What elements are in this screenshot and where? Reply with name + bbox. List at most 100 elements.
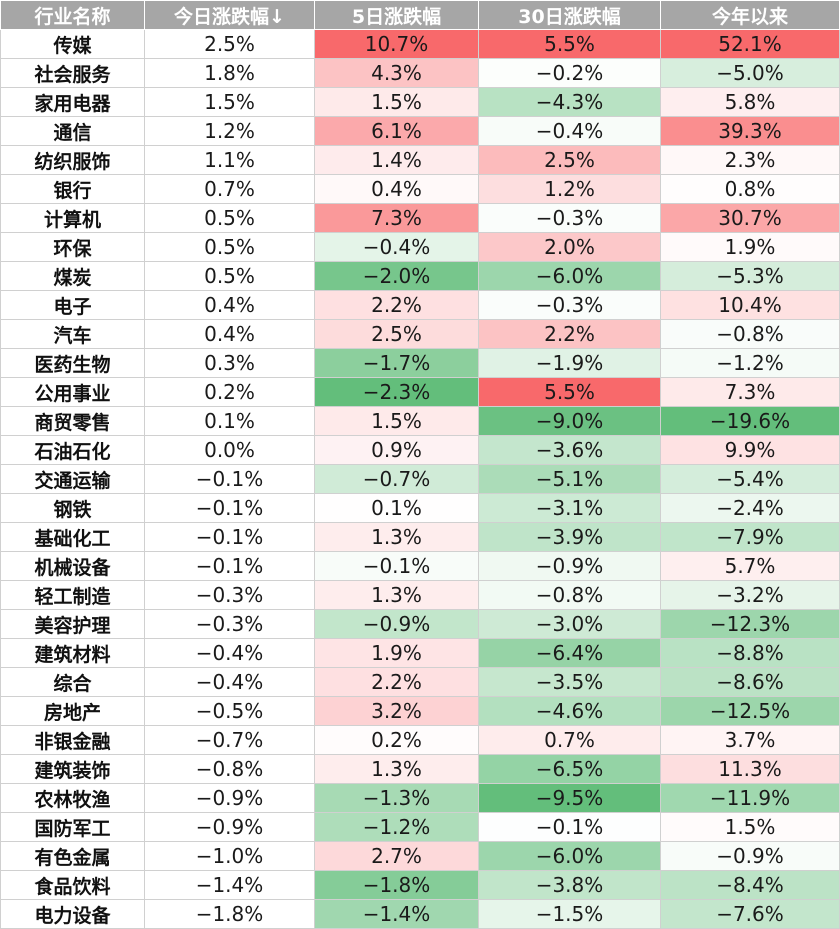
industry-name-cell: 传媒 xyxy=(0,29,145,59)
table-row: 社会服务 1.8% 4.3% −0.2% −5.0% xyxy=(0,58,840,88)
30day-change-cell: −5.1% xyxy=(478,464,661,494)
ytd-change-cell: −11.9% xyxy=(660,783,840,813)
5day-change-cell: 0.1% xyxy=(314,493,479,523)
30day-change-cell: −0.3% xyxy=(478,290,661,320)
table-row: 基础化工 −0.1% 1.3% −3.9% −7.9% xyxy=(0,522,840,552)
table-row: 农林牧渔 −0.9% −1.3% −9.5% −11.9% xyxy=(0,783,840,813)
table-row: 美容护理 −0.3% −0.9% −3.0% −12.3% xyxy=(0,609,840,639)
daily-change-cell: 1.8% xyxy=(144,58,315,88)
daily-change-cell: −0.3% xyxy=(144,609,315,639)
ytd-change-cell: 1.5% xyxy=(660,812,840,842)
table-row: 商贸零售 0.1% 1.5% −9.0% −19.6% xyxy=(0,406,840,436)
table-row: 房地产 −0.5% 3.2% −4.6% −12.5% xyxy=(0,696,840,726)
30day-change-cell: −3.8% xyxy=(478,870,661,900)
header-30day-change[interactable]: 30日涨跌幅 xyxy=(478,0,661,30)
ytd-change-cell: −0.8% xyxy=(660,319,840,349)
30day-change-cell: −3.0% xyxy=(478,609,661,639)
header-5day-change[interactable]: 5日涨跌幅 xyxy=(314,0,479,30)
ytd-change-cell: −7.9% xyxy=(660,522,840,552)
ytd-change-cell: 5.8% xyxy=(660,87,840,117)
30day-change-cell: 1.2% xyxy=(478,174,661,204)
30day-change-cell: −9.5% xyxy=(478,783,661,813)
daily-change-cell: 1.5% xyxy=(144,87,315,117)
5day-change-cell: −0.9% xyxy=(314,609,479,639)
ytd-change-cell: 1.9% xyxy=(660,232,840,262)
5day-change-cell: −0.7% xyxy=(314,464,479,494)
ytd-change-cell: 52.1% xyxy=(660,29,840,59)
table-row: 医药生物 0.3% −1.7% −1.9% −1.2% xyxy=(0,348,840,378)
5day-change-cell: 1.9% xyxy=(314,638,479,668)
daily-change-cell: 0.4% xyxy=(144,290,315,320)
5day-change-cell: 1.3% xyxy=(314,522,479,552)
5day-change-cell: −1.4% xyxy=(314,899,479,929)
table-row: 食品饮料 −1.4% −1.8% −3.8% −8.4% xyxy=(0,870,840,900)
ytd-change-cell: −5.3% xyxy=(660,261,840,291)
daily-change-cell: 0.0% xyxy=(144,435,315,465)
table-row: 钢铁 −0.1% 0.1% −3.1% −2.4% xyxy=(0,493,840,523)
ytd-change-cell: −1.2% xyxy=(660,348,840,378)
30day-change-cell: −4.6% xyxy=(478,696,661,726)
ytd-change-cell: −19.6% xyxy=(660,406,840,436)
industry-name-cell: 轻工制造 xyxy=(0,580,145,610)
table-row: 电子 0.4% 2.2% −0.3% 10.4% xyxy=(0,290,840,320)
table-row: 纺织服饰 1.1% 1.4% 2.5% 2.3% xyxy=(0,145,840,175)
table-row: 交通运输 −0.1% −0.7% −5.1% −5.4% xyxy=(0,464,840,494)
30day-change-cell: −6.5% xyxy=(478,754,661,784)
daily-change-cell: −0.1% xyxy=(144,551,315,581)
daily-change-cell: −0.8% xyxy=(144,754,315,784)
daily-change-cell: 0.4% xyxy=(144,319,315,349)
table-row: 有色金属 −1.0% 2.7% −6.0% −0.9% xyxy=(0,841,840,871)
header-ytd-change[interactable]: 今年以来 xyxy=(660,0,840,30)
30day-change-cell: 5.5% xyxy=(478,29,661,59)
header-daily-change[interactable]: 今日涨跌幅↓ xyxy=(144,0,315,30)
5day-change-cell: −1.3% xyxy=(314,783,479,813)
table-row: 国防军工 −0.9% −1.2% −0.1% 1.5% xyxy=(0,812,840,842)
30day-change-cell: −0.2% xyxy=(478,58,661,88)
table-row: 家用电器 1.5% 1.5% −4.3% 5.8% xyxy=(0,87,840,117)
30day-change-cell: −9.0% xyxy=(478,406,661,436)
ytd-change-cell: −8.6% xyxy=(660,667,840,697)
industry-name-cell: 家用电器 xyxy=(0,87,145,117)
5day-change-cell: 1.3% xyxy=(314,754,479,784)
30day-change-cell: −0.1% xyxy=(478,812,661,842)
header-row: 行业名称 今日涨跌幅↓ 5日涨跌幅 30日涨跌幅 今年以来 xyxy=(0,0,840,30)
daily-change-cell: −0.1% xyxy=(144,493,315,523)
30day-change-cell: −0.3% xyxy=(478,203,661,233)
5day-change-cell: −2.3% xyxy=(314,377,479,407)
ytd-change-cell: −7.6% xyxy=(660,899,840,929)
header-industry-name[interactable]: 行业名称 xyxy=(0,0,145,30)
industry-name-cell: 建筑装饰 xyxy=(0,754,145,784)
daily-change-cell: −0.4% xyxy=(144,638,315,668)
ytd-change-cell: −5.0% xyxy=(660,58,840,88)
30day-change-cell: −6.0% xyxy=(478,261,661,291)
daily-change-cell: −0.1% xyxy=(144,464,315,494)
ytd-change-cell: −8.8% xyxy=(660,638,840,668)
5day-change-cell: 3.2% xyxy=(314,696,479,726)
30day-change-cell: −1.5% xyxy=(478,899,661,929)
ytd-change-cell: 2.3% xyxy=(660,145,840,175)
industry-name-cell: 基础化工 xyxy=(0,522,145,552)
industry-name-cell: 交通运输 xyxy=(0,464,145,494)
industry-name-cell: 商贸零售 xyxy=(0,406,145,436)
daily-change-cell: −0.1% xyxy=(144,522,315,552)
5day-change-cell: 0.2% xyxy=(314,725,479,755)
table-row: 机械设备 −0.1% −0.1% −0.9% 5.7% xyxy=(0,551,840,581)
5day-change-cell: 7.3% xyxy=(314,203,479,233)
table-row: 公用事业 0.2% −2.3% 5.5% 7.3% xyxy=(0,377,840,407)
daily-change-cell: −0.9% xyxy=(144,812,315,842)
industry-name-cell: 煤炭 xyxy=(0,261,145,291)
table-body: 传媒 2.5% 10.7% 5.5% 52.1% 社会服务 1.8% 4.3% −0.2% −5.… xyxy=(0,29,840,929)
ytd-change-cell: 0.8% xyxy=(660,174,840,204)
industry-name-cell: 农林牧渔 xyxy=(0,783,145,813)
daily-change-cell: −0.3% xyxy=(144,580,315,610)
table-row: 轻工制造 −0.3% 1.3% −0.8% −3.2% xyxy=(0,580,840,610)
30day-change-cell: −3.5% xyxy=(478,667,661,697)
5day-change-cell: 0.9% xyxy=(314,435,479,465)
industry-name-cell: 美容护理 xyxy=(0,609,145,639)
ytd-change-cell: 7.3% xyxy=(660,377,840,407)
table-row: 建筑装饰 −0.8% 1.3% −6.5% 11.3% xyxy=(0,754,840,784)
5day-change-cell: 2.7% xyxy=(314,841,479,871)
industry-name-cell: 建筑材料 xyxy=(0,638,145,668)
industry-name-cell: 石油石化 xyxy=(0,435,145,465)
